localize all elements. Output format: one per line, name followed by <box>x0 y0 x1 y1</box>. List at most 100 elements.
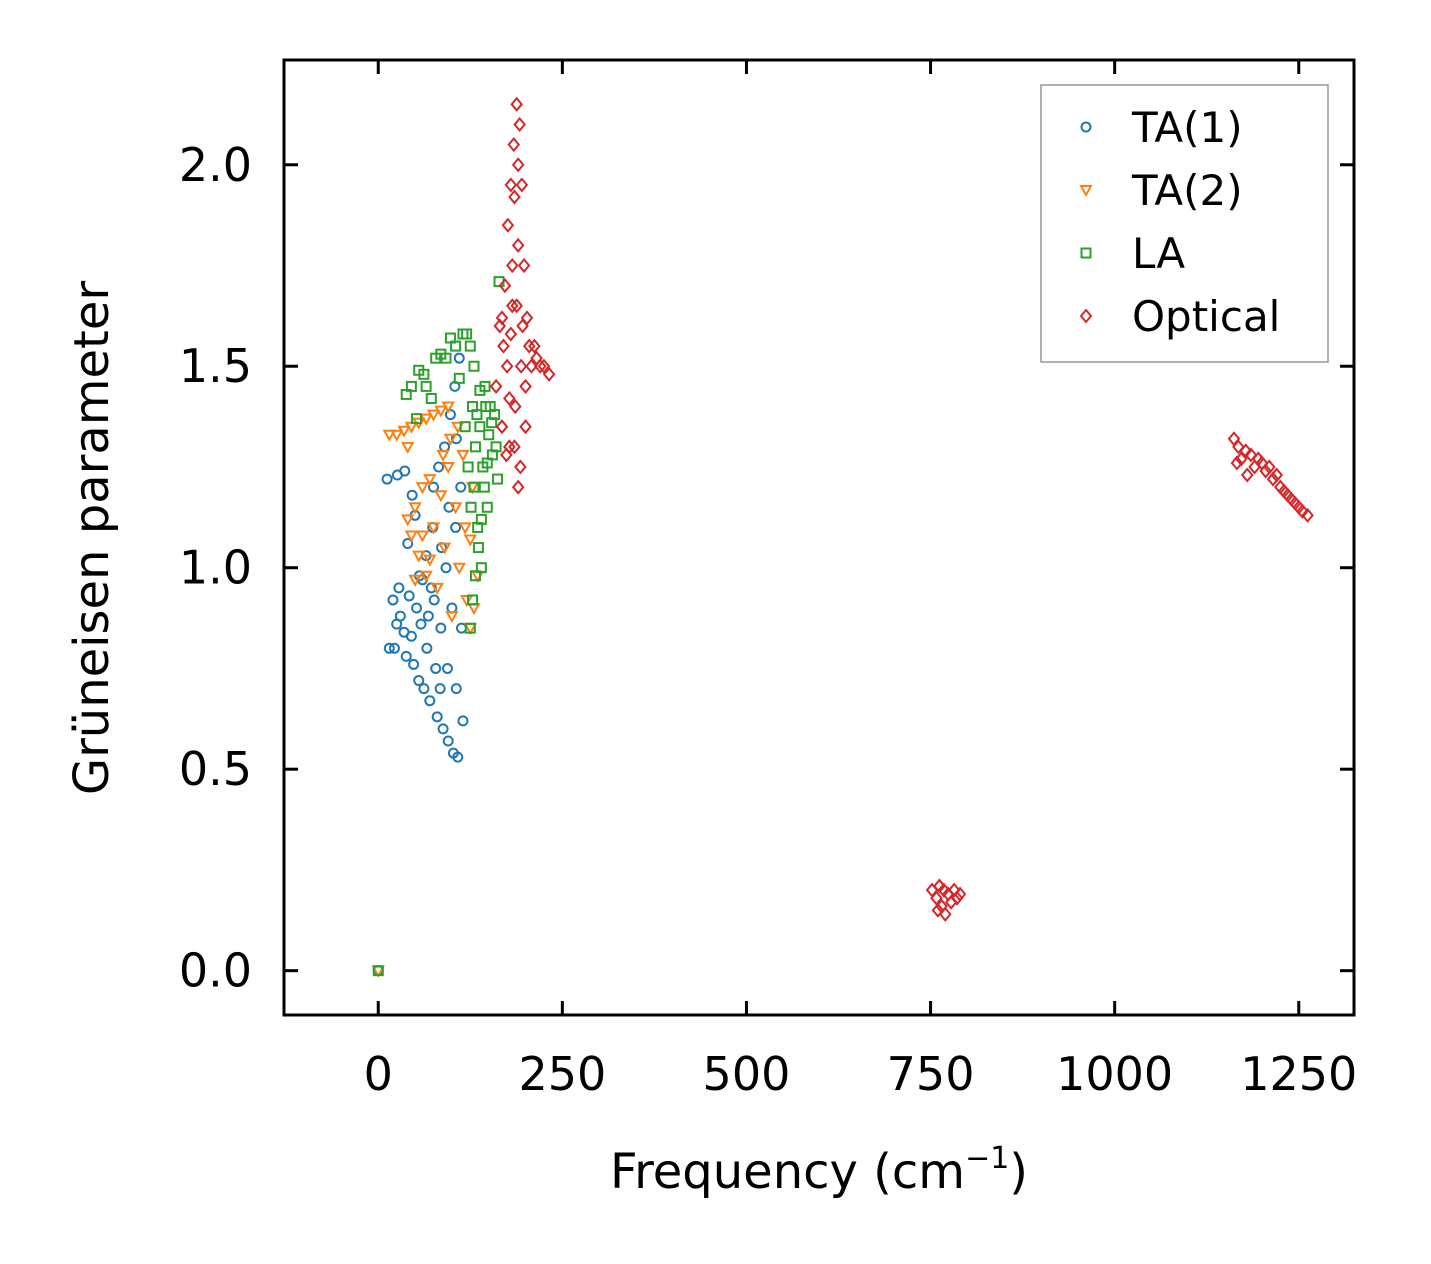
data-point <box>495 310 509 326</box>
data-point <box>503 390 516 407</box>
data-point <box>445 611 459 624</box>
data-point <box>388 642 400 654</box>
plot-points <box>371 96 1314 978</box>
data-point <box>457 715 469 727</box>
data-point <box>415 618 427 630</box>
x-tick-label: 250 <box>518 1047 606 1101</box>
data-point <box>430 582 444 595</box>
x-axis-title-main: Frequency (cm <box>610 1144 965 1200</box>
data-point <box>508 439 521 455</box>
data-point <box>408 574 422 587</box>
data-point <box>507 137 521 153</box>
data-point <box>415 482 430 495</box>
data-point <box>415 530 430 543</box>
data-point <box>436 449 450 462</box>
data-point <box>453 372 465 384</box>
legend-item: Optical <box>1079 292 1280 341</box>
data-point <box>469 570 481 582</box>
data-point <box>1301 507 1314 523</box>
data-point <box>520 310 534 326</box>
data-point <box>450 521 462 533</box>
data-point <box>472 542 484 554</box>
data-point <box>930 890 943 906</box>
data-point <box>444 409 456 421</box>
data-point <box>458 522 472 535</box>
data-point <box>471 409 483 421</box>
data-point <box>1232 439 1245 455</box>
data-point <box>465 501 477 513</box>
data-point <box>514 459 527 475</box>
x-axis-title-superscript: −1 <box>965 1141 1009 1176</box>
data-point <box>1296 503 1309 519</box>
data-point <box>420 380 432 392</box>
data-point <box>413 675 425 687</box>
data-point <box>1270 467 1283 483</box>
data-point <box>372 965 384 977</box>
data-point <box>422 610 434 622</box>
data-point <box>426 409 441 422</box>
data-point <box>406 489 418 501</box>
data-point <box>533 358 547 374</box>
data-point <box>1266 471 1280 487</box>
data-point <box>478 481 490 493</box>
data-point <box>408 502 422 515</box>
data-point <box>433 461 445 473</box>
data-point <box>953 886 967 902</box>
data-point <box>519 378 532 394</box>
data-point <box>459 594 474 608</box>
y-tick-label: 0.5 <box>179 742 252 796</box>
data-point <box>425 392 437 404</box>
data-point <box>437 542 452 555</box>
legend-item: TA(2) <box>1079 166 1243 215</box>
data-point <box>542 366 556 382</box>
data-point <box>511 479 525 495</box>
data-point <box>405 630 417 642</box>
data-point <box>481 457 493 469</box>
data-point <box>537 358 551 374</box>
data-point <box>381 473 393 485</box>
legend-label: LA <box>1132 229 1185 278</box>
data-point <box>434 405 448 418</box>
data-point <box>401 441 415 454</box>
data-point <box>492 473 504 485</box>
data-point <box>426 522 441 535</box>
x-tick-label: 0 <box>364 1047 393 1101</box>
data-point <box>389 429 404 442</box>
data-point <box>474 384 486 396</box>
data-point <box>428 594 440 606</box>
legend-marker <box>1080 247 1092 259</box>
data-point <box>383 642 395 654</box>
data-point <box>440 352 452 364</box>
data-point <box>441 662 453 674</box>
x-tick-label: 750 <box>887 1047 975 1101</box>
data-point <box>498 278 512 294</box>
data-point <box>418 368 430 380</box>
data-point <box>419 413 433 426</box>
data-point <box>522 338 536 354</box>
data-point <box>1239 443 1253 459</box>
data-point <box>418 683 430 695</box>
data-point <box>453 352 465 364</box>
x-tick-label: 500 <box>703 1047 791 1101</box>
data-point <box>437 723 449 735</box>
data-point <box>495 419 509 435</box>
data-point <box>505 298 519 314</box>
legend-label: TA(1) <box>1131 103 1243 152</box>
data-point <box>528 338 541 354</box>
data-point <box>450 683 462 695</box>
data-point <box>504 326 518 342</box>
data-point <box>459 421 471 433</box>
data-point <box>397 425 411 438</box>
legend-label: Optical <box>1132 292 1280 341</box>
data-point <box>421 642 433 654</box>
y-tick-label: 1.5 <box>179 339 252 393</box>
data-point <box>508 398 522 415</box>
data-point <box>511 237 525 253</box>
data-point <box>393 582 405 594</box>
data-point <box>950 890 964 906</box>
data-point <box>525 358 538 374</box>
x-tick-label: 1250 <box>1240 1047 1357 1101</box>
data-point <box>467 594 479 606</box>
data-point <box>427 481 439 493</box>
